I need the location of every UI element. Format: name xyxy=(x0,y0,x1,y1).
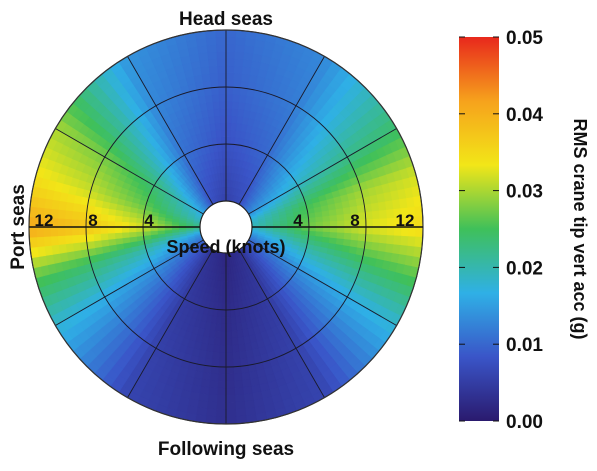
speed-tick-right-12: 12 xyxy=(396,211,415,230)
colorbar-label: RMS crane tip vert acc (g) xyxy=(570,118,590,339)
colorbar-tick-label: 0.02 xyxy=(506,258,543,279)
heading-spoke xyxy=(248,128,397,215)
following-seas-label: Following seas xyxy=(158,439,294,460)
speed-axis-label: Speed (knots) xyxy=(166,237,285,257)
speed-tick-left-12: 12 xyxy=(35,211,54,230)
heading-spoke xyxy=(127,56,214,205)
colorbar-tick-label: 0.04 xyxy=(506,105,543,126)
colorbar-tick-label: 0.01 xyxy=(506,335,543,356)
heading-spoke xyxy=(55,128,204,215)
speed-tick-right-4: 4 xyxy=(293,211,303,230)
heatmap-cells xyxy=(28,29,424,425)
speed-tick-left-4: 4 xyxy=(144,211,154,230)
heading-spoke xyxy=(127,249,214,398)
heading-spoke xyxy=(55,239,204,326)
colorbar xyxy=(459,37,499,421)
head-seas-label: Head seas xyxy=(179,9,273,30)
colorbar-ticks: 0.05 0.04 0.03 0.02 0.01 0.00 xyxy=(459,28,543,433)
port-seas-label: Port seas xyxy=(8,184,29,270)
colorbar-tick-label: 0.00 xyxy=(506,412,543,433)
heading-spoke xyxy=(248,239,397,326)
heading-spoke xyxy=(238,249,325,398)
speed-tick-left-8: 8 xyxy=(88,211,97,230)
heading-spoke xyxy=(238,56,325,205)
colorbar-tick-label: 0.05 xyxy=(506,28,543,49)
speed-tick-right-8: 8 xyxy=(350,211,359,230)
colorbar-tick-label: 0.03 xyxy=(506,182,543,203)
